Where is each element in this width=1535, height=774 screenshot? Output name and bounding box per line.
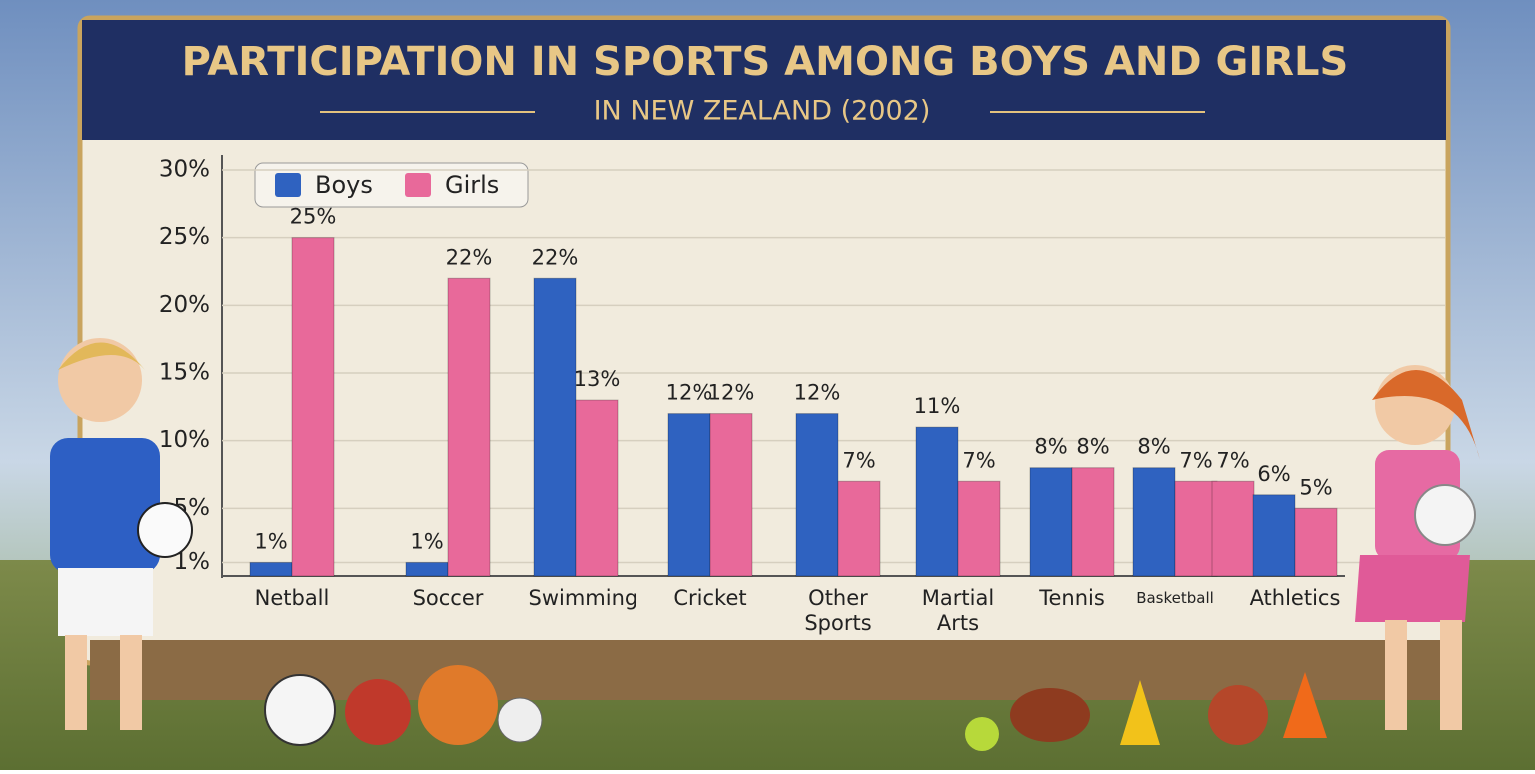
x-tick-label-box: Tennis <box>1039 586 1105 610</box>
legend-swatch <box>275 173 301 197</box>
girl-figure <box>1355 365 1480 730</box>
legend: Boys Girls <box>254 162 529 208</box>
legend-label: Boys <box>315 171 373 199</box>
y-tick-label: 25% <box>159 224 210 250</box>
x-tick-label: Soccer <box>412 586 484 610</box>
boy-figure <box>50 338 193 730</box>
x-tick-label-box: Other Sports <box>804 586 872 635</box>
x-tick-label: Martial Arts <box>921 586 995 635</box>
kettlebell <box>1208 685 1268 745</box>
value-label: 25% <box>290 205 337 229</box>
legend-box <box>254 162 529 208</box>
value-label: 12% <box>794 381 841 405</box>
bar <box>1174 480 1218 577</box>
bar <box>1029 467 1073 577</box>
x-tick-label-box: Soccer <box>412 586 484 610</box>
x-tick-label-box: Martial Arts <box>921 586 995 635</box>
x-tick-label-box: Athletics <box>1249 586 1341 610</box>
x-tick-label: Basketball <box>1136 589 1214 607</box>
y-tick-label: 15% <box>159 360 210 386</box>
bar <box>1294 507 1338 577</box>
x-tick-label: Swimming <box>528 586 637 610</box>
value-label: 1% <box>410 529 443 553</box>
cone <box>1120 680 1160 745</box>
value-label: 22% <box>532 245 579 269</box>
bar <box>447 277 491 577</box>
legend-swatch <box>405 173 431 197</box>
bar <box>533 277 577 577</box>
x-tick-label-box: Basketball <box>1136 589 1214 607</box>
value-label: 7% <box>842 448 875 472</box>
value-label: 5% <box>1299 475 1332 499</box>
ball <box>497 697 543 743</box>
bar <box>709 413 753 577</box>
value-label: 8% <box>1137 435 1170 459</box>
value-label: 6% <box>1257 462 1290 486</box>
value-label: 12% <box>708 381 755 405</box>
bar <box>957 480 1001 577</box>
value-label: 1% <box>254 529 287 553</box>
plot: 1%5%10%15%20%25%30%1%25%Netball1%22%Socc… <box>159 157 1445 635</box>
y-tick-label: 20% <box>159 292 210 318</box>
x-tick-label-box: Cricket <box>673 586 747 610</box>
y-tick-label: 10% <box>159 427 210 453</box>
bar <box>291 237 335 577</box>
bar <box>915 426 959 577</box>
basketball <box>418 665 498 745</box>
y-tick-label: 30% <box>159 157 210 183</box>
value-label: 12% <box>666 381 713 405</box>
bar <box>1071 467 1115 577</box>
x-tick-label: Other Sports <box>804 586 872 635</box>
bar <box>1252 494 1296 577</box>
x-tick-label: Athletics <box>1249 586 1341 610</box>
ball <box>345 679 411 745</box>
bar <box>575 399 619 577</box>
legend-label: Girls <box>445 171 499 199</box>
chart-title: PARTICIPATION IN SPORTS AMONG BOYS AND G… <box>182 39 1349 85</box>
bar <box>795 413 839 577</box>
bar <box>249 561 293 577</box>
cone <box>1283 672 1327 738</box>
bar <box>405 561 449 577</box>
rugby-ball <box>1010 688 1090 742</box>
chart-subtitle: IN NEW ZEALAND (2002) <box>594 96 931 127</box>
bar <box>837 480 881 577</box>
bar <box>1211 480 1255 577</box>
bar <box>667 413 711 577</box>
value-label: 7% <box>1179 448 1212 472</box>
bar <box>1132 467 1176 577</box>
x-tick-label: Tennis <box>1039 586 1105 610</box>
x-tick-label: Netball <box>254 586 330 610</box>
x-tick-label: Cricket <box>673 586 747 610</box>
value-label: 8% <box>1076 435 1109 459</box>
value-label: 13% <box>574 367 621 391</box>
soccer-ball <box>264 674 336 746</box>
value-label: 7% <box>1216 448 1249 472</box>
x-tick-label-box: Netball <box>254 586 330 610</box>
banner <box>82 20 1446 140</box>
value-label: 7% <box>962 448 995 472</box>
x-tick-label-box: Swimming <box>528 586 637 610</box>
value-label: 22% <box>446 245 493 269</box>
tennis-ball <box>965 717 999 751</box>
value-label: 8% <box>1034 435 1067 459</box>
value-label: 11% <box>914 394 961 418</box>
